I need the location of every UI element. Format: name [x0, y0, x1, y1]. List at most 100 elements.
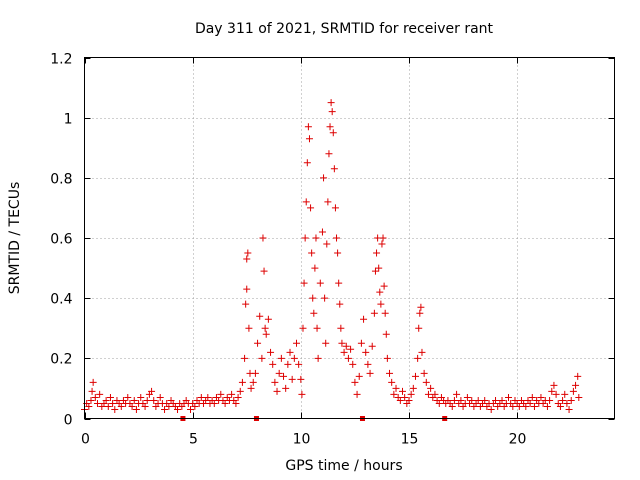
data-point — [355, 372, 363, 380]
data-point — [360, 315, 368, 323]
data-point — [424, 390, 432, 398]
data-point — [563, 399, 571, 407]
data-point — [259, 234, 267, 242]
data-point — [431, 390, 439, 398]
data-point — [258, 354, 266, 362]
data-point — [417, 303, 425, 311]
data-point — [368, 342, 376, 350]
data-point — [390, 390, 398, 398]
data-point — [328, 108, 336, 116]
data-point — [371, 267, 379, 275]
data-point — [487, 405, 495, 413]
data-point — [379, 234, 387, 242]
y-tick-label: 0.4 — [50, 292, 72, 308]
data-point — [321, 294, 329, 302]
data-point — [474, 396, 482, 404]
data-point — [316, 279, 324, 287]
data-point — [370, 309, 378, 317]
data-point — [515, 402, 523, 410]
data-point — [386, 369, 394, 377]
data-point — [528, 393, 536, 401]
data-point — [309, 294, 317, 302]
data-point — [509, 402, 517, 410]
data-point — [574, 372, 582, 380]
data-point — [308, 249, 316, 257]
data-point — [217, 390, 225, 398]
data-point — [330, 165, 338, 173]
data-point — [109, 399, 117, 407]
data-point — [327, 99, 335, 107]
data-point — [191, 402, 199, 410]
data-point — [427, 384, 435, 392]
data-point — [269, 360, 277, 368]
y-tick-label: 1 — [64, 112, 73, 128]
data-point — [422, 378, 430, 386]
x-tick-labels: 0 5 10 15 20 — [81, 432, 526, 448]
data-point — [567, 396, 575, 404]
data-point — [364, 360, 372, 368]
x-axis-label: GPS time / hours — [285, 458, 402, 474]
data-point — [96, 390, 104, 398]
data-point — [310, 309, 318, 317]
chart-title: Day 311 of 2021, SRMTID for receiver ran… — [195, 21, 494, 37]
data-point — [329, 129, 337, 137]
data-point — [492, 396, 500, 404]
data-point — [243, 285, 251, 293]
data-point — [251, 369, 259, 377]
data-point — [286, 348, 294, 356]
y-tick-label: 0.2 — [50, 352, 72, 368]
data-point — [148, 387, 156, 395]
data-point — [325, 150, 333, 158]
x-tick-label: 0 — [81, 432, 90, 448]
y-tick-label: 1.2 — [50, 52, 72, 68]
data-point — [546, 396, 554, 404]
data-point — [301, 234, 309, 242]
data-point — [302, 198, 310, 206]
data-point — [104, 402, 112, 410]
data-point — [264, 315, 272, 323]
data-point — [435, 399, 443, 407]
data-point — [575, 393, 583, 401]
data-point — [378, 240, 386, 248]
data-point — [322, 339, 330, 347]
data-point — [526, 399, 534, 407]
data-point — [228, 390, 236, 398]
axis-ticks — [84, 57, 615, 420]
data-point — [150, 396, 158, 404]
data-point — [320, 174, 328, 182]
data-point — [401, 393, 409, 401]
data-point — [238, 378, 246, 386]
data-point — [550, 381, 558, 389]
data-point — [530, 402, 538, 410]
data-point — [288, 375, 296, 383]
data-point — [280, 372, 288, 380]
data-point — [165, 402, 173, 410]
data-point — [415, 324, 423, 332]
data-point — [537, 393, 545, 401]
data-point — [210, 399, 218, 407]
data-point — [381, 309, 389, 317]
data-point — [242, 300, 250, 308]
data-point — [303, 159, 311, 167]
data-point — [298, 390, 306, 398]
data-point — [331, 204, 339, 212]
data-point — [457, 396, 465, 404]
data-point — [375, 264, 383, 272]
data-point — [318, 228, 326, 236]
data-point — [383, 354, 391, 362]
data-point — [130, 396, 138, 404]
data-point — [275, 369, 283, 377]
data-point — [93, 399, 101, 407]
data-point — [241, 354, 249, 362]
data-point — [249, 378, 257, 386]
data-point — [362, 348, 370, 356]
data-point — [256, 312, 264, 320]
data-point — [277, 354, 285, 362]
data-point — [161, 405, 169, 413]
data-point — [254, 339, 262, 347]
y-axis-label: SRMTID / TECUs — [7, 182, 23, 295]
data-point — [333, 234, 341, 242]
data-point — [299, 324, 307, 332]
data-point — [561, 390, 569, 398]
data-point — [572, 381, 580, 389]
